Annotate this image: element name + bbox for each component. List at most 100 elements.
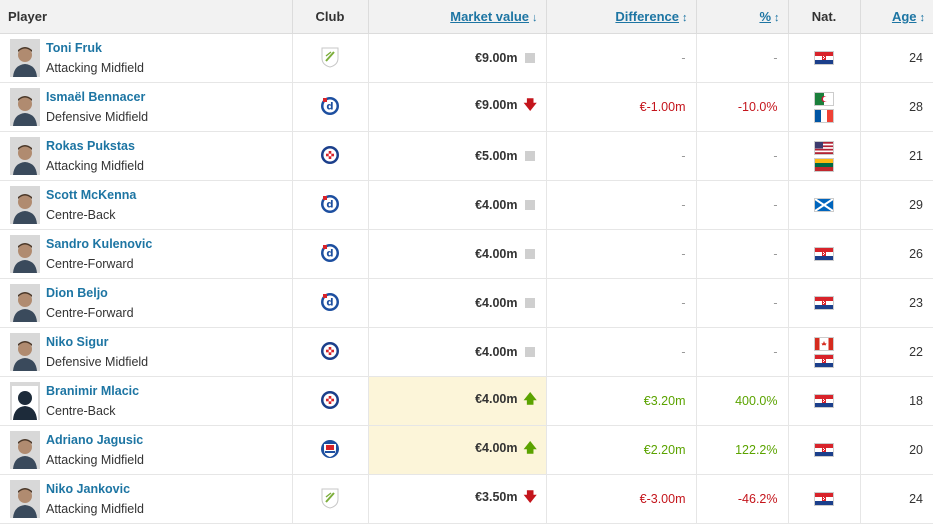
neutral-square-icon	[524, 345, 536, 359]
club-cell: d	[292, 278, 369, 328]
player-name-link[interactable]: Toni Fruk	[46, 41, 103, 55]
market-value: €4.00m	[475, 345, 518, 359]
age-value: 24	[860, 33, 933, 83]
header-market-value[interactable]: Market value ↓	[368, 0, 547, 34]
nationality-cell	[788, 33, 861, 83]
neutral-square-icon	[524, 149, 536, 163]
sort-percent-link[interactable]: %	[759, 9, 771, 24]
player-photo[interactable]	[10, 333, 40, 371]
player-position: Centre-Forward	[46, 257, 134, 271]
header-row: Player Club Market value ↓ Difference ↕ % ↕…	[0, 0, 933, 34]
neutral-square-icon	[524, 296, 536, 310]
market-value: €9.00m	[475, 51, 518, 65]
hnk-rijeka-crest-icon[interactable]	[320, 46, 340, 68]
player-photo[interactable]	[10, 137, 40, 175]
market-value: €4.00m	[475, 296, 518, 310]
hnk-rijeka-crest-icon[interactable]	[320, 487, 340, 509]
sort-both-icon[interactable]: ↕	[774, 12, 780, 24]
header-age[interactable]: Age ↕	[860, 0, 933, 34]
club-cell: d	[292, 229, 369, 279]
player-cell: Toni Fruk Attacking Midfield	[0, 33, 293, 83]
player-name-link[interactable]: Sandro Kulenovic	[46, 237, 153, 251]
table-row: Dion Beljo Centre-Forward d €4.00m - - 2…	[0, 278, 933, 328]
flag-croatia-icon	[814, 492, 834, 506]
flag-croatia-icon	[814, 51, 834, 65]
flag-algeria-icon	[814, 91, 834, 106]
hajduk-split-crest-icon[interactable]	[320, 340, 340, 362]
flag-scotland-icon	[814, 198, 834, 212]
header-nationality: Nat.	[788, 0, 861, 34]
player-name-link[interactable]: Scott McKenna	[46, 188, 137, 202]
sort-both-icon[interactable]: ↕	[919, 12, 926, 24]
player-name-link[interactable]: Ismaël Bennacer	[46, 90, 146, 104]
club-cell: d	[292, 82, 369, 132]
market-value-cell: €4.00m 🡅	[368, 425, 547, 475]
flag-united-states-icon	[814, 140, 834, 155]
market-value-cell: €9.00m 🡇	[368, 82, 547, 132]
player-name-link[interactable]: Dion Beljo	[46, 286, 108, 300]
market-value: €4.00m	[475, 247, 518, 261]
player-photo[interactable]	[10, 382, 40, 420]
hajduk-split-crest-icon[interactable]	[320, 389, 340, 411]
difference-value: -	[546, 33, 697, 83]
player-photo[interactable]	[10, 431, 40, 469]
market-value-cell: €4.00m 🡅	[368, 376, 547, 426]
sort-desc-icon[interactable]: ↓	[532, 12, 538, 24]
player-photo[interactable]	[10, 186, 40, 224]
dinamo-zagreb-crest-icon[interactable]: d	[320, 193, 340, 215]
header-percent[interactable]: % ↕	[696, 0, 789, 34]
svg-text:d: d	[326, 199, 333, 210]
player-position: Defensive Midfield	[46, 355, 149, 369]
percent-value: -	[696, 229, 789, 279]
dinamo-zagreb-crest-icon[interactable]: d	[320, 291, 340, 313]
club-cell	[292, 474, 369, 524]
sort-difference-link[interactable]: Difference	[615, 9, 679, 24]
nationality-cell	[788, 229, 861, 279]
nationality-cell	[788, 474, 861, 524]
player-name-link[interactable]: Niko Jankovic	[46, 482, 131, 496]
club-cell	[292, 376, 369, 426]
sort-age-link[interactable]: Age	[891, 9, 917, 24]
player-name-link[interactable]: Branimir Mlacic	[46, 384, 140, 398]
dinamo-zagreb-crest-icon[interactable]: d	[320, 242, 340, 264]
player-photo[interactable]	[10, 88, 40, 126]
flag-croatia-icon	[814, 394, 834, 408]
nationality-cell	[788, 131, 861, 181]
player-cell: Sandro Kulenovic Centre-Forward	[0, 229, 293, 279]
age-value: 22	[860, 327, 933, 377]
player-photo[interactable]	[10, 39, 40, 77]
player-cell: Niko Jankovic Attacking Midfield	[0, 474, 293, 524]
table-row: Ismaël Bennacer Defensive Midfield d €9.…	[0, 82, 933, 132]
player-cell: Niko Sigur Defensive Midfield	[0, 327, 293, 377]
market-value-cell: €4.00m	[368, 327, 547, 377]
arrow-down-icon: 🡇	[523, 489, 537, 504]
player-position: Centre-Back	[46, 404, 116, 418]
hajduk-split-crest-icon[interactable]	[320, 144, 340, 166]
player-name-link[interactable]: Adriano Jagusic	[46, 433, 144, 447]
player-photo[interactable]	[10, 480, 40, 518]
market-value: €4.00m	[475, 441, 518, 455]
player-photo[interactable]	[10, 235, 40, 273]
dinamo-zagreb-crest-icon[interactable]: d	[320, 95, 340, 117]
header-difference[interactable]: Difference ↕	[546, 0, 697, 34]
player-name-link[interactable]: Rokas Pukstas	[46, 139, 135, 153]
player-cell: Adriano Jagusic Attacking Midfield	[0, 425, 293, 475]
player-position: Centre-Forward	[46, 306, 134, 320]
sort-market-value-link[interactable]: Market value	[450, 9, 529, 24]
market-value-cell: €9.00m	[368, 33, 547, 83]
player-name-link[interactable]: Niko Sigur	[46, 335, 109, 349]
difference-value: -	[546, 180, 697, 230]
age-value: 23	[860, 278, 933, 328]
table-row: Niko Jankovic Attacking Midfield €3.50m 🡇…	[0, 474, 933, 524]
slaven-belupo-crest-icon[interactable]	[320, 438, 340, 460]
table-row: Scott McKenna Centre-Back d €4.00m - - 2…	[0, 180, 933, 230]
market-value: €3.50m	[475, 490, 518, 504]
player-cell: Rokas Pukstas Attacking Midfield	[0, 131, 293, 181]
sort-both-icon[interactable]: ↕	[682, 12, 688, 24]
market-value: €5.00m	[475, 149, 518, 163]
age-value: 28	[860, 82, 933, 132]
difference-value: €3.20m	[546, 376, 697, 426]
player-photo[interactable]	[10, 284, 40, 322]
difference-value: €2.20m	[546, 425, 697, 475]
market-value-cell: €4.00m	[368, 180, 547, 230]
